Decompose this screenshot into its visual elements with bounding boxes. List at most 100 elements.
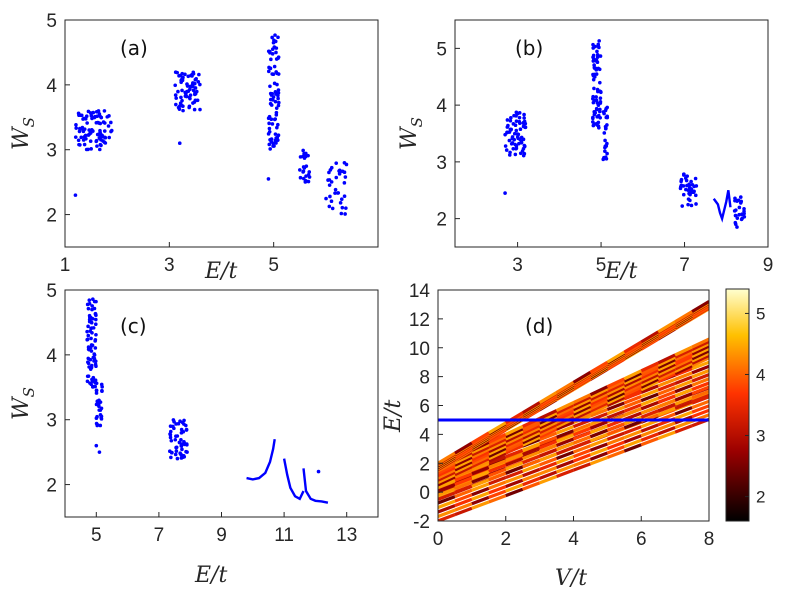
panel-b-point [514, 119, 519, 123]
panel-d-band-segment [640, 392, 659, 403]
panel-d-band-segment [640, 405, 659, 415]
panel-d-band-segment [606, 377, 625, 389]
panel-a-point [270, 52, 275, 56]
panel-b-label: (b) [515, 36, 543, 60]
panel-d-band-segment [572, 400, 592, 412]
panel-d-xtick-label: 4 [568, 529, 579, 550]
panel-a-point [197, 72, 201, 77]
panel-d-xtick-label: 2 [500, 529, 511, 550]
panel-d-band-segment [589, 424, 608, 435]
panel-b-point [598, 54, 603, 58]
panel-b-ytick-label: 3 [436, 153, 447, 174]
panel-a-outlier-point [73, 193, 78, 197]
panel-d-band-segment [674, 400, 693, 410]
panel-a-point [91, 129, 95, 133]
panel-d-band-segment [589, 394, 609, 406]
panel-c-point [86, 361, 91, 366]
panel-d-band-segment [674, 396, 693, 406]
panel-a-point [74, 123, 78, 127]
panel-d-band-segment [623, 438, 642, 449]
panel-c-point [173, 437, 178, 442]
panel-d-band-segment [505, 474, 524, 484]
panel-d-band-segment [522, 433, 541, 445]
panel-a-point [179, 95, 183, 100]
panel-a-point [175, 70, 180, 75]
panel-a-point [95, 114, 99, 119]
panel-c-point [93, 362, 98, 367]
panel-b-point [689, 179, 693, 184]
panel-d-band-segment [606, 426, 625, 436]
panel-a-point [324, 196, 328, 201]
panel-c-point [95, 402, 100, 407]
panel-b-point [740, 212, 744, 216]
panel-b-point [518, 127, 523, 132]
panel-b-point [595, 114, 599, 119]
panel-a-point [106, 124, 111, 128]
panel-b-point [513, 142, 517, 147]
panel-b-point [519, 140, 524, 145]
panel-b-point [505, 130, 510, 135]
panel-d-band-segment [572, 448, 591, 459]
panel-b-point [740, 216, 745, 221]
panel-a-point [189, 84, 194, 89]
panel-a-point [276, 122, 280, 127]
panel-d-ytick-label: 10 [409, 339, 430, 360]
panel-d-band-segment [572, 395, 592, 407]
panel-d-band-segment [691, 356, 709, 368]
panel-d-band-segment [640, 396, 659, 407]
panel-c-point [95, 414, 99, 419]
panel-d-ylabel: E/t [381, 400, 406, 433]
panel-b-point [596, 89, 600, 94]
panel-c-ytick-label: 5 [46, 281, 57, 302]
panel-c-point [92, 353, 97, 357]
panel-d-band-segment [454, 506, 473, 517]
panel-d-band-segment [606, 449, 625, 459]
panel-d-band-segment [623, 407, 642, 417]
panel-d-band-segment [589, 432, 608, 443]
panel-d-band-segment [572, 393, 592, 405]
panel-a-ylabel-sub: S [20, 117, 38, 127]
panel-a-point [328, 194, 332, 199]
panel-d-band-segment [488, 437, 507, 449]
panel-d-band-segment [555, 437, 575, 448]
panel-b-point [594, 95, 598, 99]
panel-a-point [274, 50, 278, 55]
panel-b-point [519, 135, 524, 140]
panel-d-band-segment [640, 366, 659, 377]
panel-a-point [103, 141, 108, 145]
panel-d-band-segment [589, 404, 609, 415]
panel-a-point [342, 170, 347, 174]
panel-c-point [90, 379, 95, 384]
panel-d-band-segment [505, 478, 524, 489]
panel-c-ticks: 5 7 9 11 13 2 3 4 5 [46, 281, 357, 546]
panel-d-band-segment [674, 350, 693, 362]
panel-a-point [97, 147, 102, 152]
panel-d-band-segment [623, 443, 642, 453]
panel-a-point [81, 138, 86, 142]
panel-d-band-segment [691, 351, 709, 363]
panel-d-xtick-label: 8 [704, 529, 715, 550]
panel-a-point [82, 142, 87, 147]
panel-b-point [593, 44, 598, 49]
panel-d-band-segment [454, 476, 473, 487]
panel-c-point [86, 333, 91, 338]
panel-a-point [89, 113, 94, 118]
panel-b-point [737, 205, 742, 210]
panel-d-band-segment [522, 428, 541, 440]
panel-a-point [107, 135, 112, 140]
panel-d-band-segment [505, 439, 524, 450]
panel-b-point [592, 72, 597, 77]
panel-a-point [74, 126, 78, 130]
panel-a-point [306, 172, 311, 177]
panel-d-band-segment [657, 398, 676, 409]
panel-c-point [93, 378, 98, 382]
panel-d-band-segment [438, 499, 456, 509]
panel-d-band-segment [606, 396, 625, 407]
panel-b-point [597, 39, 601, 43]
panel-c-point [174, 445, 178, 450]
panel-b-ytick-label: 2 [436, 210, 447, 231]
panel-d-band-segment [454, 460, 473, 472]
panel-d-band-segment [438, 451, 456, 465]
panel-d-band-segment [640, 427, 659, 438]
panel-d-band-segment [606, 431, 625, 441]
